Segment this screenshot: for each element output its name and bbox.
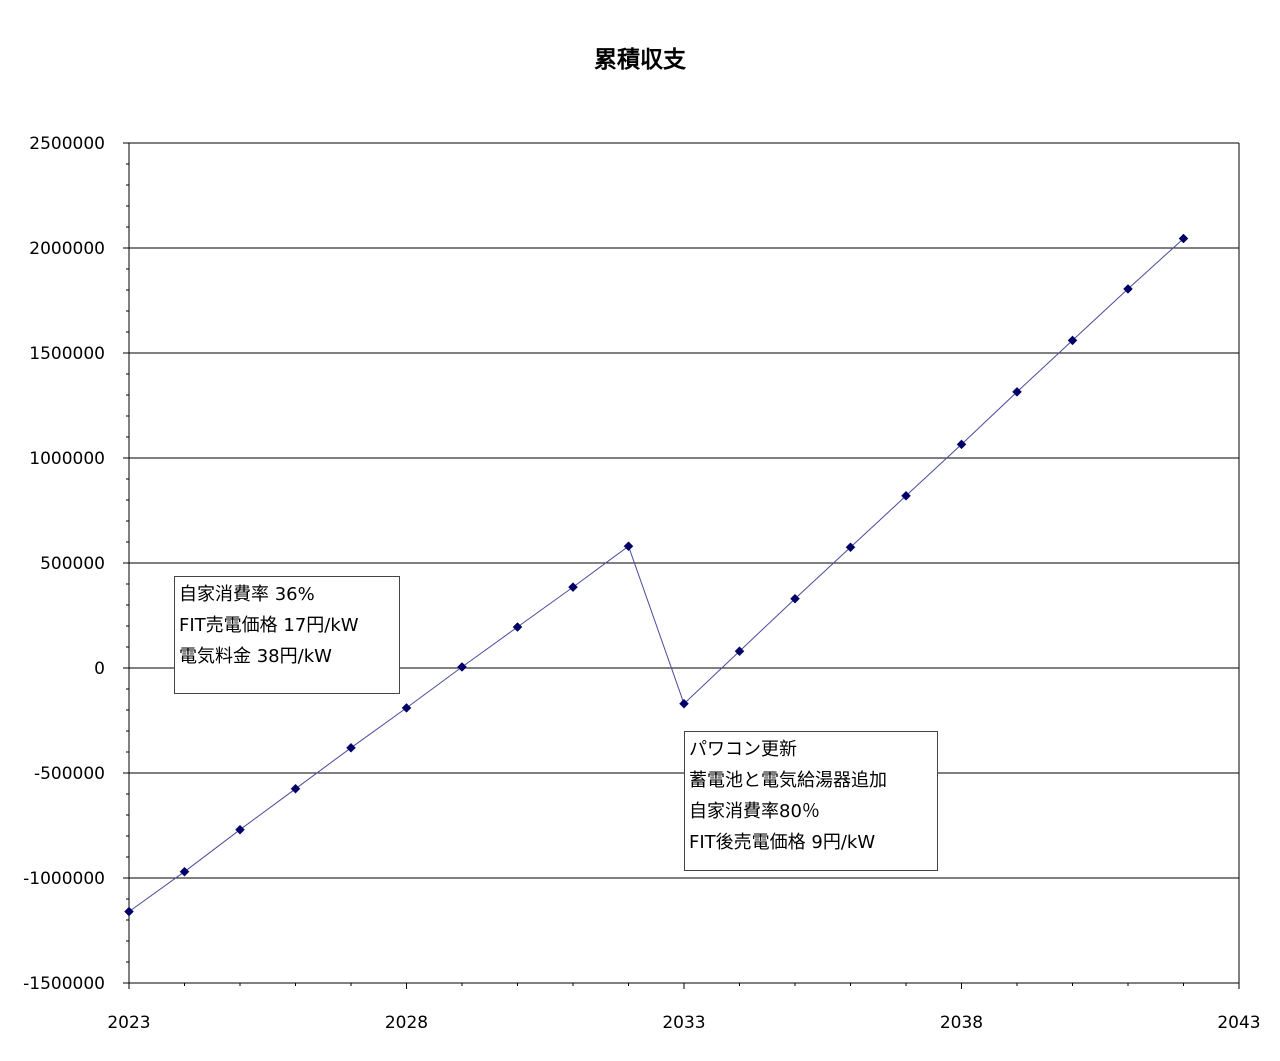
data-point-marker <box>1123 284 1133 294</box>
annotation-box-update: パワコン更新 蓄電池と電気給湯器追加 自家消費率80％ FIT後売電価格 9円/… <box>684 731 938 871</box>
data-point-marker <box>235 824 245 835</box>
data-point-marker <box>679 698 689 709</box>
data-point-marker <box>179 866 190 877</box>
annotation-line: FIT売電価格 17円/kW <box>179 615 359 636</box>
data-point-marker <box>1178 233 1189 244</box>
y-tick-label: 0 <box>94 659 105 679</box>
data-point-marker <box>956 439 967 450</box>
data-point-marker <box>346 742 356 753</box>
x-tick-label: 2043 <box>1217 1013 1260 1033</box>
y-tick-label: -1000000 <box>23 869 105 889</box>
gridlines <box>129 142 1240 983</box>
y-tick-label: -1500000 <box>23 974 105 994</box>
data-point-marker <box>845 542 856 553</box>
data-point-marker <box>512 622 523 632</box>
annotation-line: 電気料金 38円/kW <box>179 646 332 667</box>
y-tick-label: 2000000 <box>29 239 105 259</box>
annotation-line: 蓄電池と電気給湯器追加 <box>689 770 887 791</box>
y-tick-label: -500000 <box>34 764 105 784</box>
annotation-line: FIT後売電価格 9円/kW <box>689 832 876 853</box>
data-point-marker <box>1012 386 1022 397</box>
y-tick-label: 2500000 <box>29 134 105 154</box>
chart-title: 累積収支 <box>594 47 686 73</box>
data-point-marker <box>790 593 800 604</box>
y-tick-label: 500000 <box>40 554 105 574</box>
data-point-marker <box>901 490 911 501</box>
data-point-marker <box>124 906 134 917</box>
data-point-marker <box>734 646 745 657</box>
x-tick-labels: 2023 2028 2033 2038 2043 <box>107 1013 1260 1033</box>
x-tick-label: 2023 <box>107 1013 150 1033</box>
x-tick-label: 2028 <box>385 1013 428 1033</box>
annotation-line: パワコン更新 <box>689 739 797 760</box>
x-tick-label: 2033 <box>662 1013 705 1033</box>
y-tick-label: 1500000 <box>29 344 105 364</box>
series <box>124 233 1189 917</box>
data-point-marker <box>457 662 467 672</box>
annotation-line: 自家消費率 36% <box>179 584 315 605</box>
annotation-box-initial: 自家消費率 36% FIT売電価格 17円/kW 電気料金 38円/kW <box>174 576 400 694</box>
series-line <box>128 238 1184 913</box>
data-point-marker <box>623 541 634 552</box>
annotation-line: 自家消費率80％ <box>689 801 820 822</box>
data-point-marker <box>1067 335 1078 346</box>
x-tick-label: 2038 <box>940 1013 983 1033</box>
y-tick-label: 1000000 <box>29 449 105 469</box>
data-point-marker <box>290 783 301 794</box>
data-point-marker <box>401 703 412 713</box>
axes <box>123 142 1240 989</box>
data-point-marker <box>568 582 578 593</box>
y-tick-labels: 2500000 2000000 1500000 1000000 500000 0 -5000… <box>23 134 105 994</box>
